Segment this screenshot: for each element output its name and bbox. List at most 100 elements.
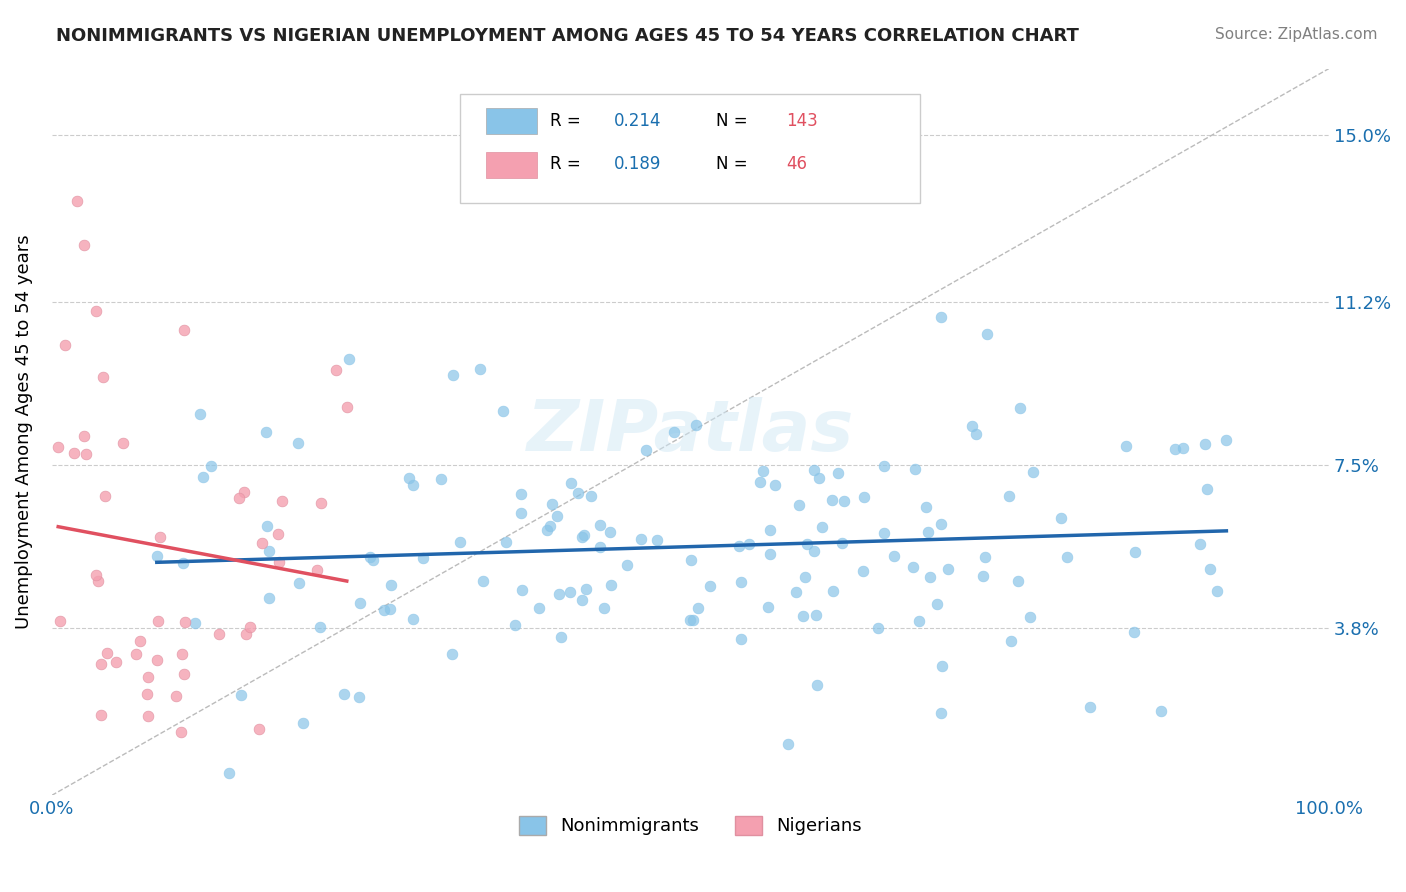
Point bbox=[976, 327, 998, 342]
Point bbox=[804, 607, 827, 622]
Point bbox=[90, 708, 112, 723]
Point bbox=[571, 593, 593, 607]
Point bbox=[997, 489, 1019, 503]
Text: 143: 143 bbox=[786, 112, 818, 130]
Point bbox=[170, 647, 193, 661]
Point bbox=[965, 427, 987, 442]
Point bbox=[901, 560, 924, 574]
Point bbox=[337, 351, 360, 366]
Bar bbox=[486, 109, 537, 134]
Bar bbox=[486, 153, 537, 178]
Point bbox=[616, 558, 638, 572]
Point bbox=[1010, 401, 1032, 416]
Point bbox=[756, 600, 779, 615]
Point bbox=[727, 539, 749, 553]
Point bbox=[510, 583, 533, 598]
Point bbox=[135, 687, 157, 701]
Point bbox=[254, 425, 277, 439]
Point bbox=[546, 508, 568, 523]
Point bbox=[257, 591, 280, 605]
Point bbox=[309, 496, 332, 510]
Text: 0.189: 0.189 bbox=[614, 155, 661, 173]
Point bbox=[349, 596, 371, 610]
Point bbox=[200, 458, 222, 473]
Point bbox=[630, 532, 652, 546]
Text: N =: N = bbox=[716, 112, 752, 130]
Point bbox=[574, 527, 596, 541]
Point bbox=[759, 524, 782, 538]
Point bbox=[920, 570, 942, 584]
Point bbox=[664, 425, 686, 439]
Point bbox=[882, 549, 904, 564]
Point bbox=[679, 553, 702, 567]
Point bbox=[579, 489, 602, 503]
Point bbox=[89, 657, 111, 672]
Point bbox=[250, 536, 273, 550]
Point bbox=[136, 709, 159, 723]
Point bbox=[548, 587, 571, 601]
Point bbox=[1205, 583, 1227, 598]
Point bbox=[146, 614, 169, 628]
Point bbox=[852, 564, 875, 578]
Point bbox=[402, 478, 425, 492]
Point bbox=[86, 303, 108, 318]
Point bbox=[138, 670, 160, 684]
Point bbox=[536, 523, 558, 537]
Point bbox=[803, 544, 825, 558]
Point bbox=[936, 562, 959, 576]
Point bbox=[831, 536, 853, 550]
Point bbox=[972, 569, 994, 583]
Point bbox=[1078, 700, 1101, 714]
Point bbox=[256, 519, 278, 533]
Point bbox=[787, 498, 810, 512]
Point bbox=[1056, 549, 1078, 564]
Point bbox=[737, 537, 759, 551]
Point bbox=[239, 620, 262, 634]
Point bbox=[599, 525, 621, 540]
Text: N =: N = bbox=[716, 155, 752, 173]
Point bbox=[1195, 482, 1218, 496]
Point bbox=[208, 627, 231, 641]
Point bbox=[589, 540, 612, 554]
Point bbox=[188, 407, 211, 421]
Point bbox=[146, 549, 169, 564]
Point bbox=[73, 237, 96, 252]
Point bbox=[336, 400, 359, 414]
Point bbox=[288, 575, 311, 590]
Text: R =: R = bbox=[550, 112, 586, 130]
Point bbox=[929, 706, 952, 720]
Point bbox=[430, 472, 453, 486]
Point bbox=[359, 550, 381, 565]
Point bbox=[84, 568, 107, 582]
Point bbox=[165, 689, 187, 703]
Point bbox=[567, 486, 589, 500]
Point bbox=[172, 556, 194, 570]
Point bbox=[796, 536, 818, 550]
Point bbox=[267, 555, 290, 569]
Point bbox=[929, 517, 952, 532]
Point bbox=[472, 574, 495, 589]
Point bbox=[758, 547, 780, 561]
Point bbox=[257, 543, 280, 558]
Point bbox=[1164, 442, 1187, 457]
Point bbox=[541, 497, 564, 511]
Point bbox=[509, 487, 531, 501]
Point bbox=[235, 627, 257, 641]
Text: R =: R = bbox=[550, 155, 586, 173]
Point bbox=[730, 575, 752, 590]
Point bbox=[917, 525, 939, 540]
Point bbox=[149, 531, 172, 545]
Point bbox=[538, 519, 561, 533]
Point bbox=[575, 582, 598, 596]
Text: 0.214: 0.214 bbox=[614, 112, 661, 130]
Text: 46: 46 bbox=[786, 155, 807, 173]
Point bbox=[904, 461, 927, 475]
Legend: Nonimmigrants, Nigerians: Nonimmigrants, Nigerians bbox=[509, 807, 872, 845]
Point bbox=[271, 494, 294, 508]
Point bbox=[333, 687, 356, 701]
Point bbox=[1050, 511, 1073, 525]
Point bbox=[645, 533, 668, 547]
Point bbox=[73, 429, 96, 443]
Point bbox=[634, 443, 657, 458]
Point bbox=[495, 534, 517, 549]
